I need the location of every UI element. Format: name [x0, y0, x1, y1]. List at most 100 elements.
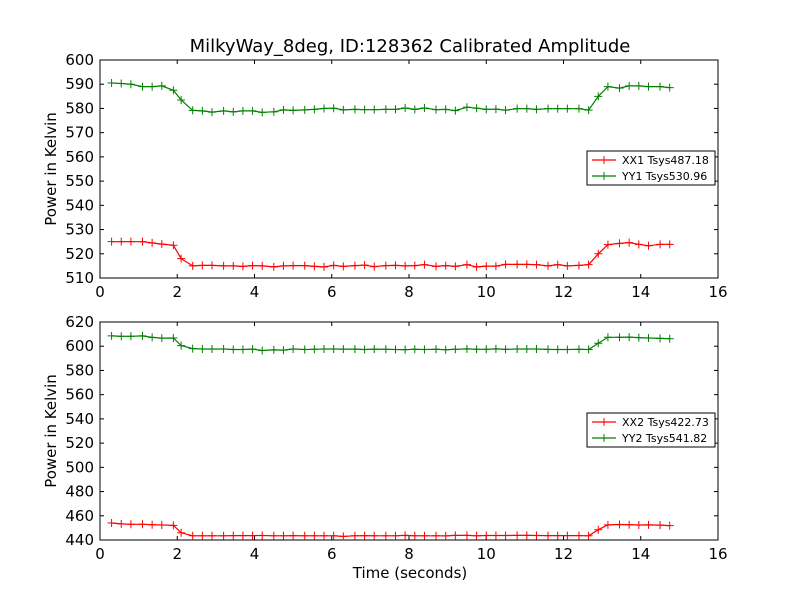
data-point-red: [615, 520, 624, 529]
data-point-green: [229, 345, 238, 354]
data-point-green: [320, 104, 329, 113]
data-point-red: [208, 261, 217, 270]
data-point-red: [644, 241, 653, 250]
data-point-red: [410, 261, 419, 270]
data-point-red: [513, 531, 522, 540]
bottom-panel: 0 2 4 6 8 10 12 14 16 440 460 480 500 520 540 560 580 600…: [42, 313, 728, 563]
y-tick-label: 560: [65, 148, 94, 166]
data-point-red: [665, 240, 674, 249]
data-point-green: [584, 106, 593, 115]
data-point-red: [501, 531, 510, 540]
data-point-green: [501, 345, 510, 354]
data-point-green: [491, 105, 500, 114]
data-point-green: [574, 345, 583, 354]
data-point-green: [563, 345, 572, 354]
data-point-red: [169, 241, 178, 250]
x-tick-label: 6: [327, 283, 337, 301]
data-point-red: [219, 531, 228, 540]
data-point-red: [656, 521, 665, 530]
data-point-green: [594, 92, 603, 101]
data-point-green: [656, 82, 665, 91]
data-point-red: [553, 531, 562, 540]
data-point-green: [656, 334, 665, 343]
data-point-red: [350, 531, 359, 540]
data-point-red: [188, 261, 197, 270]
data-point-green: [350, 345, 359, 354]
data-point-red: [563, 531, 572, 540]
data-point-green: [339, 105, 348, 114]
data-point-red: [634, 240, 643, 249]
data-point-green: [501, 106, 510, 115]
data-point-green: [644, 333, 653, 342]
data-point-green: [117, 332, 126, 341]
data-point-green: [563, 104, 572, 113]
y-tick-label: 510: [65, 269, 94, 287]
data-point-green: [615, 84, 624, 93]
data-point-red: [269, 262, 278, 271]
x-tick-label: 6: [327, 545, 337, 563]
data-point-red: [289, 261, 298, 270]
data-point-red: [656, 240, 665, 249]
data-point-red: [451, 262, 460, 271]
data-point-green: [420, 345, 429, 354]
legend-label: YY1 Tsys530.96: [621, 170, 707, 183]
data-point-red: [401, 261, 410, 270]
y-tick-label: 500: [65, 458, 94, 476]
data-point-red: [625, 520, 634, 529]
data-point-red: [107, 519, 116, 528]
data-point-red: [329, 531, 338, 540]
data-point-green: [513, 104, 522, 113]
data-point-green: [410, 105, 419, 114]
data-point-red: [138, 520, 147, 529]
data-point-red: [157, 240, 166, 249]
y-tick-label: 540: [65, 196, 94, 214]
data-point-red: [532, 531, 541, 540]
data-point-red: [594, 525, 603, 534]
data-point-green: [491, 344, 500, 353]
y-tick-label: 530: [65, 221, 94, 239]
data-point-green: [300, 345, 309, 354]
data-point-green: [329, 104, 338, 113]
data-point-red: [177, 528, 186, 537]
data-point-red: [544, 531, 553, 540]
data-point-red: [472, 531, 481, 540]
data-point-red: [289, 531, 298, 540]
data-point-green: [339, 345, 348, 354]
data-point-red: [563, 261, 572, 270]
data-point-green: [462, 344, 471, 353]
data-point-green: [177, 341, 186, 350]
x-tick-label: 14: [631, 283, 650, 301]
data-point-green: [482, 105, 491, 114]
data-point-red: [615, 239, 624, 248]
legend-marker-red: [600, 418, 608, 426]
data-point-green: [472, 345, 481, 354]
data-point-green: [603, 82, 612, 91]
data-point-red: [522, 260, 531, 269]
data-point-green: [329, 345, 338, 354]
data-point-red: [329, 261, 338, 270]
data-point-green: [360, 105, 369, 114]
legend-label: XX1 Tsys487.18: [622, 154, 709, 167]
data-point-red: [117, 519, 126, 528]
data-point-red: [574, 261, 583, 270]
data-point-green: [381, 345, 390, 354]
data-point-green: [584, 345, 593, 354]
data-point-red: [603, 520, 612, 529]
data-point-green: [370, 345, 379, 354]
x-tick-label: 4: [250, 283, 260, 301]
data-point-red: [320, 531, 329, 540]
data-point-green: [644, 82, 653, 91]
data-point-green: [401, 345, 410, 354]
data-point-green: [148, 82, 157, 91]
y-tick-label: 520: [65, 245, 94, 263]
x-tick-label: 2: [172, 283, 182, 301]
data-point-red: [584, 260, 593, 269]
data-point-red: [441, 531, 450, 540]
data-point-red: [513, 260, 522, 269]
data-point-green: [634, 81, 643, 90]
data-point-red: [169, 521, 178, 530]
data-point-green: [148, 333, 157, 342]
data-point-green: [553, 345, 562, 354]
data-point-green: [401, 103, 410, 112]
data-point-red: [229, 531, 238, 540]
